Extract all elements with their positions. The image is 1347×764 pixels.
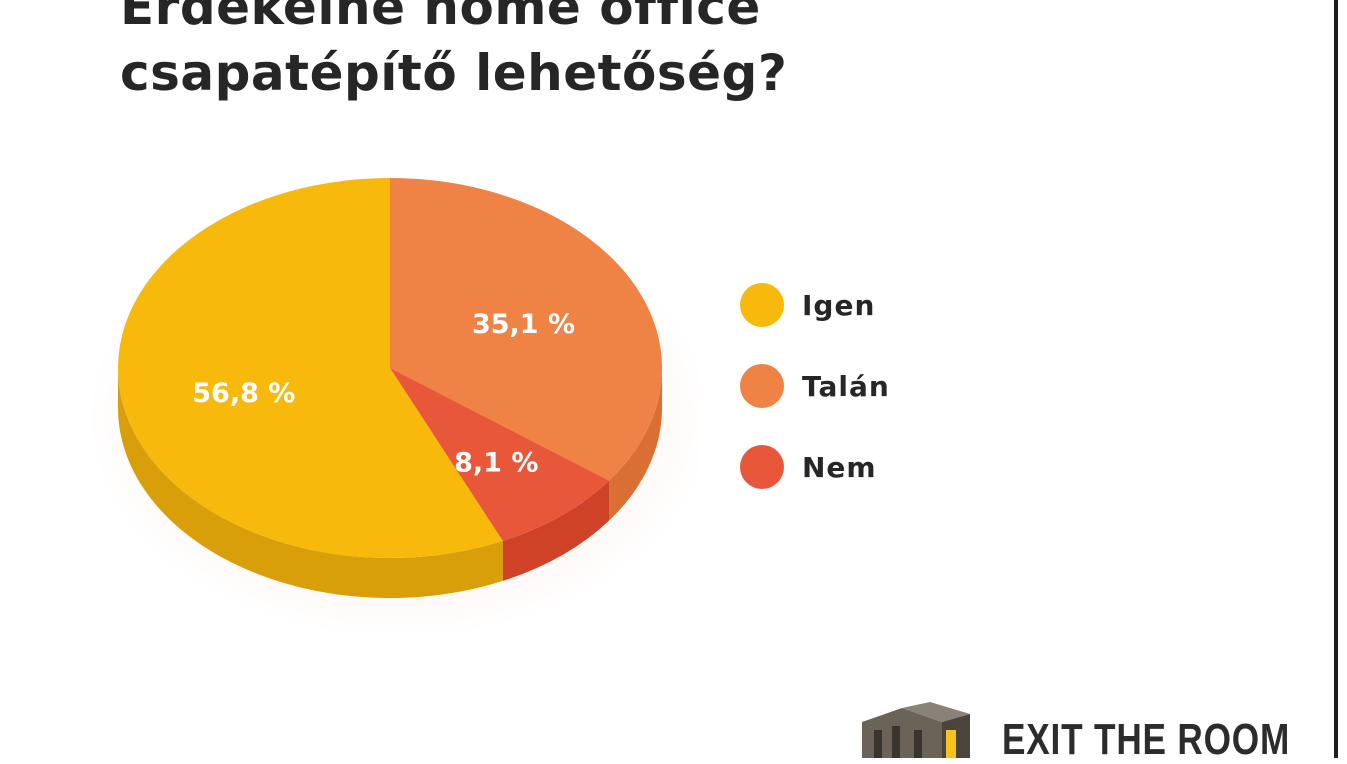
pie-slice-side-talan (609, 368, 662, 521)
logo-wordmark: EXIT THE ROOM (1002, 715, 1291, 764)
legend-item-nem: Nem (740, 444, 890, 490)
data-label-nem: 8,1 % (454, 447, 538, 478)
legend-label-igen: Igen (802, 288, 876, 322)
pie-slice-nem (390, 368, 610, 541)
legend-item-talan: Talán (740, 363, 890, 409)
pie-slice-talan (390, 178, 662, 481)
logo-cube-icon (862, 702, 970, 758)
chart-title: Érdekelne home office csapatépítő lehető… (120, 0, 1120, 106)
page-edge-rule (1334, 0, 1338, 758)
data-label-igen: 56,8 % (192, 378, 295, 409)
brand-logo: EXIT THE ROOM (862, 700, 1289, 762)
pie-slice-side-nem (502, 480, 610, 581)
pie-slice-side-igen (118, 368, 503, 598)
chart-title-line-2: csapatépítő lehetőség? (120, 44, 788, 102)
legend-label-talan: Talán (802, 369, 890, 403)
legend-label-nem: Nem (802, 450, 877, 484)
legend-swatch-talan (740, 364, 784, 408)
chart-title-line-1: Érdekelne home office (120, 0, 761, 36)
pie-slice-igen (117, 178, 503, 558)
legend-swatch-nem (740, 445, 784, 489)
pie-chart: 35,1 % 8,1 % 56,8 % (88, 178, 700, 638)
chart-legend: Igen Talán Nem (740, 282, 890, 525)
legend-item-igen: Igen (740, 282, 890, 328)
legend-swatch-igen (740, 283, 784, 327)
data-label-talan: 35,1 % (472, 309, 575, 340)
